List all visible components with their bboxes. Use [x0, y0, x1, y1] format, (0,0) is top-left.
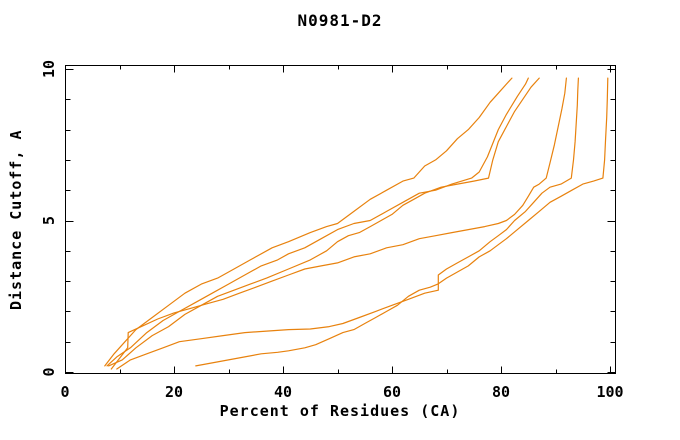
plot-frame	[65, 65, 616, 374]
y-tick-label: 5	[40, 216, 58, 225]
x-tick-label: 80	[492, 383, 510, 401]
x-tick-label: 20	[165, 383, 183, 401]
model-curve-4	[110, 77, 568, 370]
x-axis-label: Percent of Residues (CA)	[219, 402, 461, 420]
y-axis-label: Distance Cutoff, A	[7, 129, 25, 311]
model-curve-6	[195, 77, 609, 367]
y-tick-label: 10	[40, 60, 58, 78]
model-curve-2	[106, 77, 529, 367]
chart-title: N0981-D2	[297, 11, 383, 30]
x-tick-label: 60	[383, 383, 401, 401]
y-tick-label: 0	[40, 367, 58, 376]
model-curve-1	[104, 77, 513, 367]
x-tick-label: 0	[60, 383, 69, 401]
x-tick-label: 40	[274, 383, 292, 401]
model-curve-5	[116, 77, 580, 370]
x-tick-label: 100	[596, 383, 623, 401]
model-curve-3	[107, 77, 540, 367]
